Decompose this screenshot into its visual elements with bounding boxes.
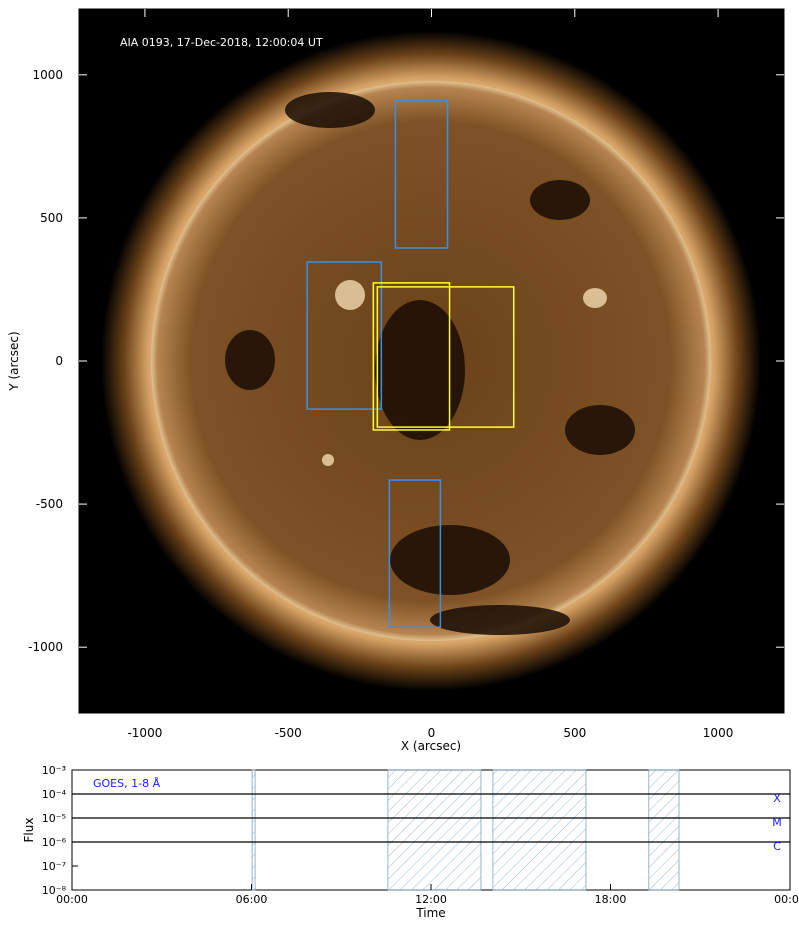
goes-title: GOES, 1-8 Å <box>93 777 161 790</box>
y-axis-label: Flux <box>22 818 36 843</box>
region-box <box>394 100 449 249</box>
flare-interval <box>648 769 680 891</box>
x-tick-label: 12:00 <box>415 893 447 906</box>
y-tick-label: 10⁻⁸ <box>42 884 67 897</box>
image-panel <box>78 8 785 714</box>
x-tick-label: 0 <box>428 726 436 740</box>
y-axis-label: Y (arcsec) <box>7 331 21 391</box>
x-tick-label: 00:00 <box>774 893 799 906</box>
x-tick-label: -500 <box>275 726 302 740</box>
y-tick-label: 1000 <box>32 68 63 82</box>
class-label: C <box>773 840 781 853</box>
region-box <box>388 479 442 628</box>
x-tick-label: -1000 <box>127 726 162 740</box>
coronal-holes <box>225 92 635 635</box>
y-tick-label: 500 <box>40 211 63 225</box>
class-label: M <box>772 816 782 829</box>
x-tick-label: 06:00 <box>236 893 268 906</box>
region-box <box>376 286 515 428</box>
active-regions <box>322 280 607 466</box>
y-tick-label: 10⁻³ <box>42 764 66 777</box>
flare-interval <box>492 769 587 891</box>
y-tick-label: 0 <box>55 354 63 368</box>
x-tick-label: 500 <box>563 726 586 740</box>
x-tick-label: 18:00 <box>595 893 627 906</box>
x-axis-label: Time <box>415 906 445 920</box>
flare-interval <box>387 769 482 891</box>
y-tick-label: 10⁻⁴ <box>42 788 67 801</box>
region-box <box>372 282 451 431</box>
x-tick-label: 00:00 <box>56 893 88 906</box>
x-axis-label: X (arcsec) <box>401 739 461 753</box>
x-tick-label: 1000 <box>703 726 734 740</box>
y-tick-label: 10⁻⁵ <box>42 812 66 825</box>
region-box <box>306 261 383 410</box>
image-title: AIA 0193, 17-Dec-2018, 12:00:04 UT <box>120 36 323 49</box>
flare-interval <box>251 769 256 891</box>
y-tick-label: -500 <box>36 497 63 511</box>
class-label: X <box>773 792 781 805</box>
y-tick-label: 10⁻⁷ <box>42 860 66 873</box>
y-tick-label: -1000 <box>28 640 63 654</box>
y-tick-label: 10⁻⁶ <box>42 836 67 849</box>
